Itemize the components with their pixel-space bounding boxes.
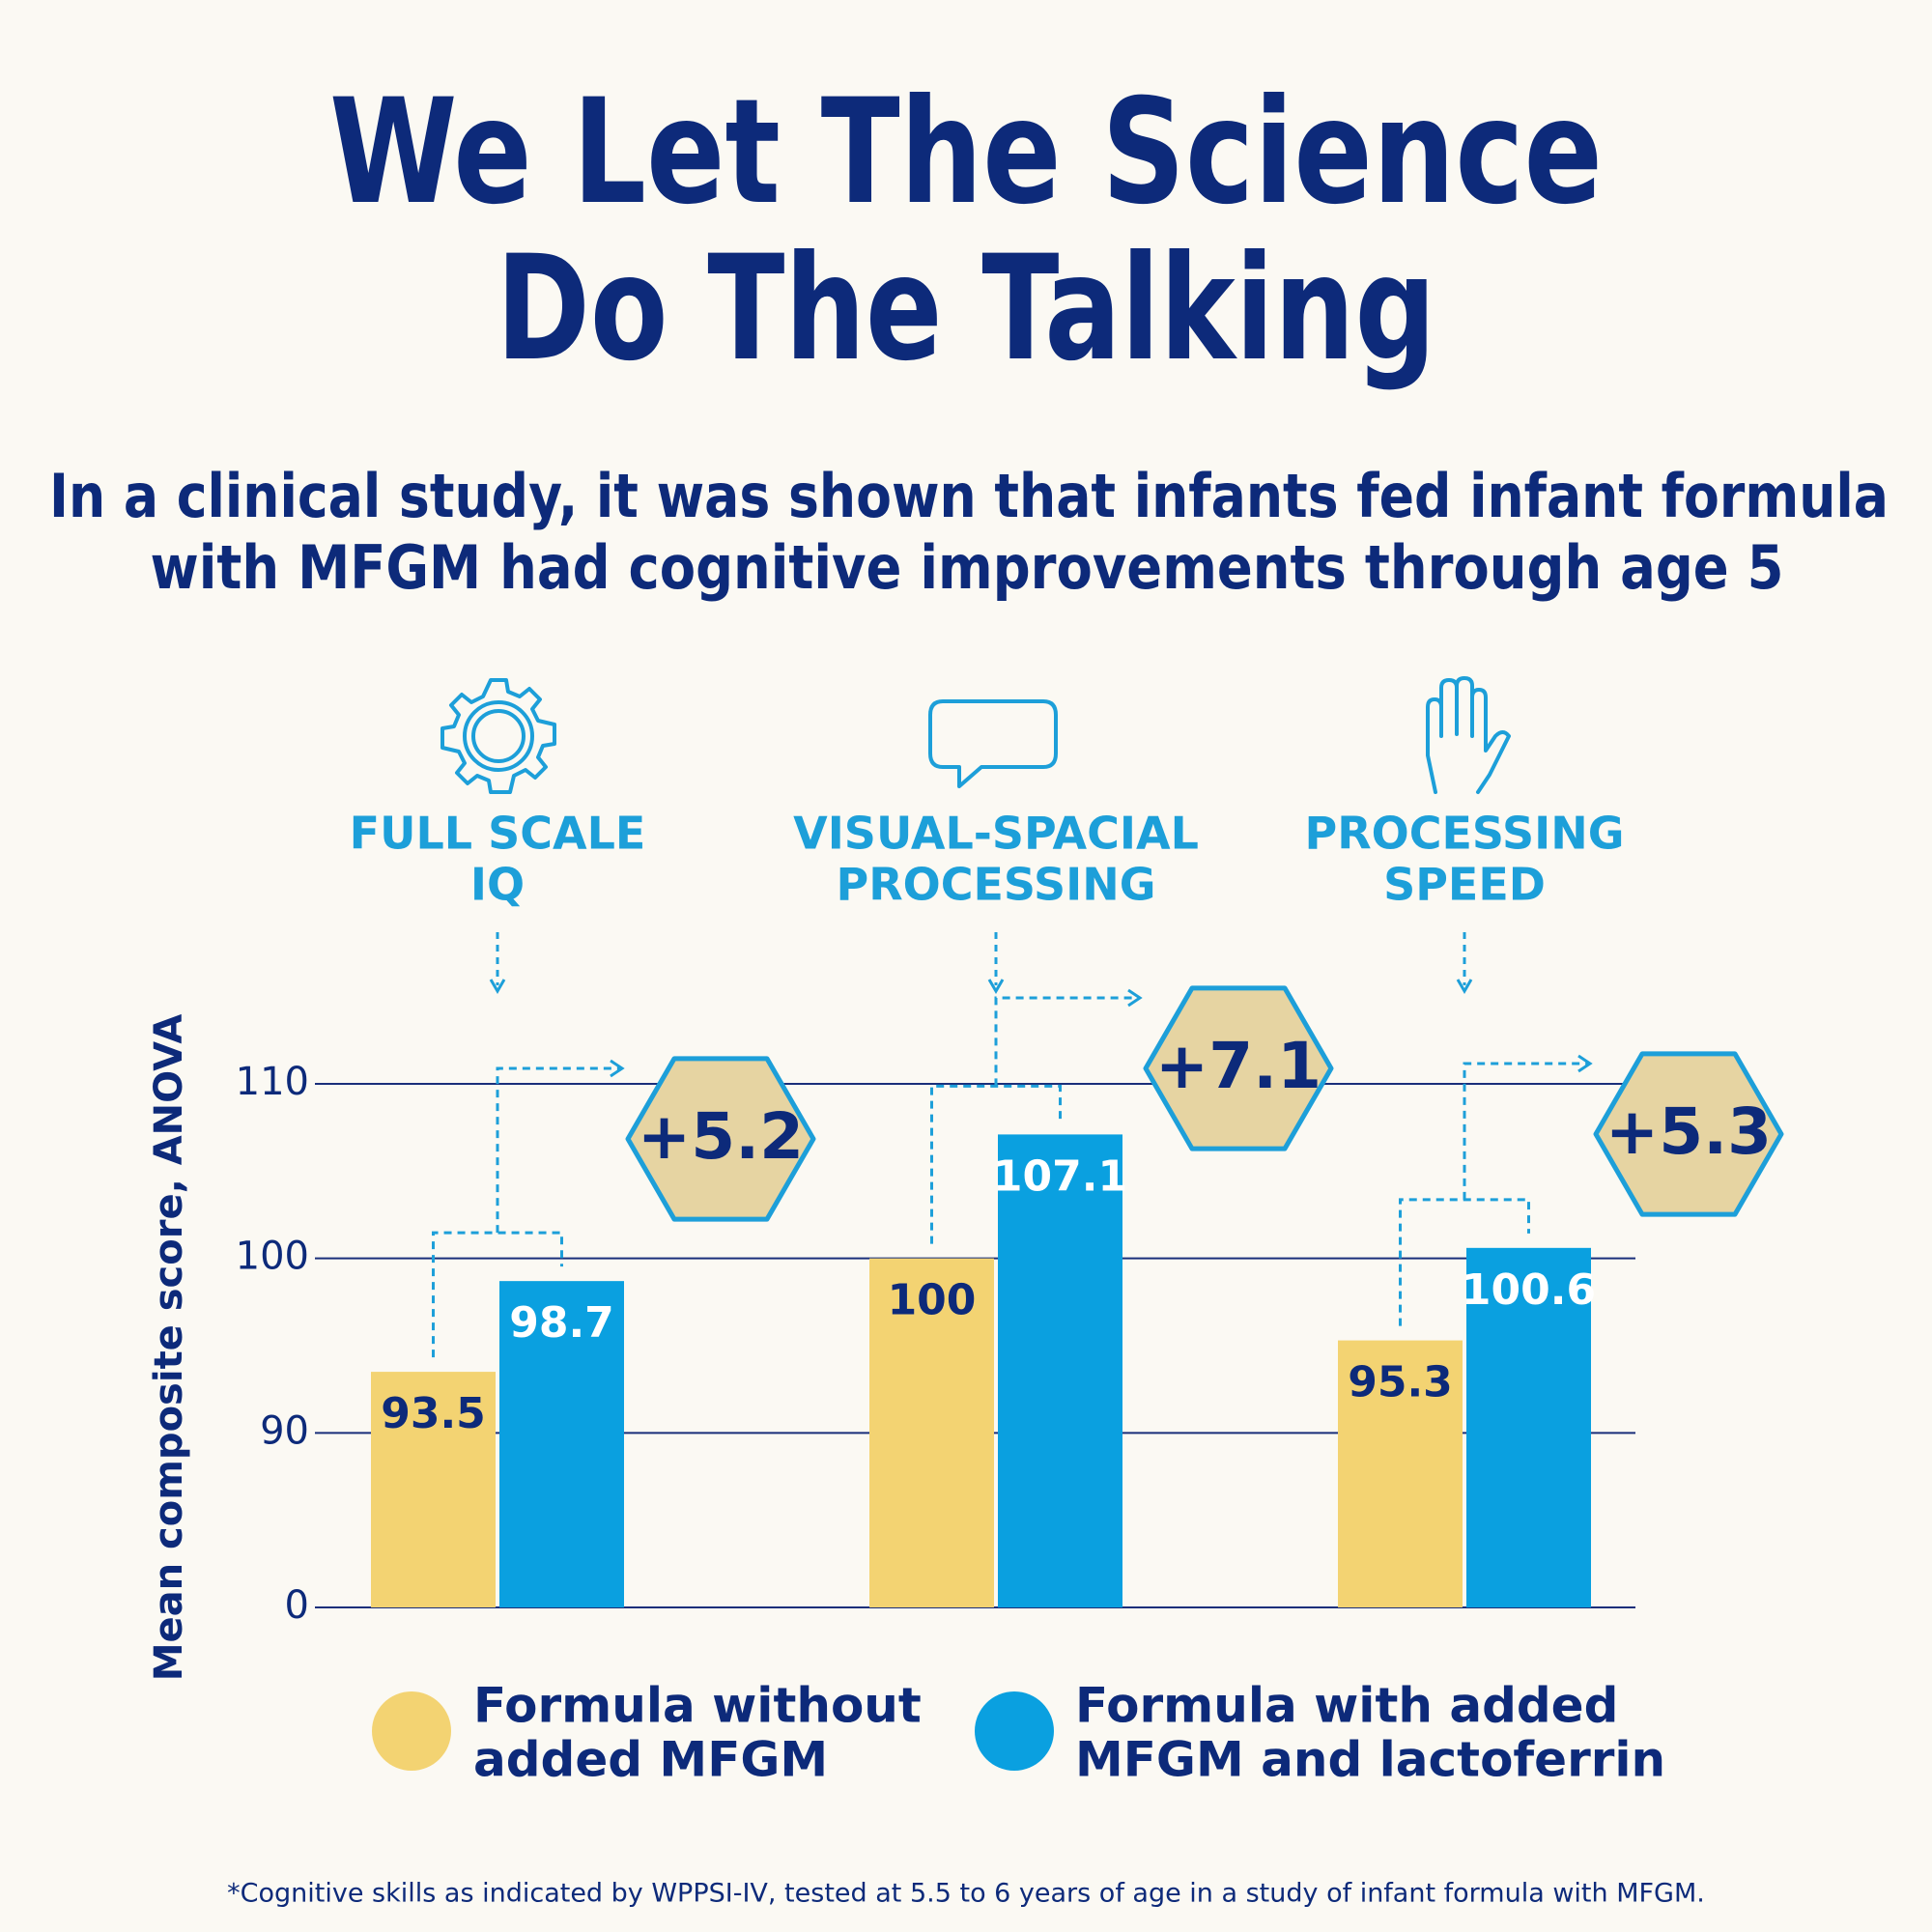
difference-badge bbox=[625, 1056, 816, 1222]
subtitle-line: In a clinical study, it was shown that i… bbox=[49, 461, 1889, 531]
category-label: IQ bbox=[470, 859, 525, 911]
y-tick-label: 0 bbox=[285, 1583, 309, 1628]
gear-icon bbox=[440, 678, 556, 794]
difference-label: +5.3 bbox=[1605, 1094, 1772, 1169]
difference-connector bbox=[496, 1066, 620, 1234]
difference-label: +7.1 bbox=[1155, 1029, 1321, 1103]
category-label: FULL SCALE bbox=[350, 808, 646, 860]
connector-arrowhead bbox=[610, 1059, 625, 1078]
bar bbox=[371, 1372, 496, 1607]
legend-swatch bbox=[975, 1691, 1054, 1771]
value-label: 95.3 bbox=[1348, 1358, 1453, 1407]
legend-label: MFGM and lactoferrin bbox=[1075, 1732, 1665, 1788]
difference-connector bbox=[1463, 1062, 1588, 1200]
pointer-arrowhead bbox=[1456, 979, 1473, 994]
speech-icon bbox=[928, 699, 1058, 788]
bar bbox=[869, 1258, 994, 1607]
y-axis-label: Mean composite score, ANOVA bbox=[147, 1014, 191, 1682]
title-line: Do The Talking bbox=[497, 225, 1436, 393]
hand-icon bbox=[1426, 676, 1511, 794]
footnote: *Cognitive skills as indicated by WPPSI-… bbox=[227, 1879, 1705, 1909]
value-label: 107.1 bbox=[993, 1151, 1127, 1201]
pointer-arrowhead bbox=[489, 979, 506, 994]
y-tick-label: 100 bbox=[236, 1235, 309, 1279]
value-label: 100 bbox=[888, 1276, 977, 1325]
category-label: VISUAL-SPACIAL bbox=[793, 808, 1199, 860]
title-line: We Let The Science bbox=[329, 69, 1603, 237]
y-tick-label: 90 bbox=[260, 1408, 309, 1453]
category-label: PROCESSING bbox=[1305, 808, 1625, 860]
legend-swatch bbox=[372, 1691, 451, 1771]
bar bbox=[1338, 1340, 1463, 1607]
value-label: 100.6 bbox=[1462, 1265, 1596, 1315]
legend-label: Formula with added bbox=[1075, 1678, 1618, 1734]
legend-label: added MFGM bbox=[473, 1732, 828, 1788]
value-label: 93.5 bbox=[381, 1389, 486, 1438]
y-tick-label: 110 bbox=[236, 1060, 309, 1104]
pointer-arrowhead bbox=[987, 979, 1005, 994]
bar bbox=[499, 1281, 624, 1607]
legend-label: Formula without bbox=[473, 1678, 922, 1734]
category-label: PROCESSING bbox=[837, 859, 1156, 911]
bar bbox=[998, 1134, 1122, 1607]
difference-bracket bbox=[1399, 1198, 1530, 1326]
subtitle-line: with MFGM had cognitive improvements thr… bbox=[151, 532, 1784, 603]
bar bbox=[1466, 1247, 1591, 1607]
category-label: SPEED bbox=[1383, 859, 1546, 911]
difference-badge bbox=[1593, 1051, 1784, 1217]
difference-badge bbox=[1143, 985, 1334, 1151]
value-label: 98.7 bbox=[509, 1298, 614, 1348]
difference-label: +5.2 bbox=[638, 1099, 804, 1174]
connector-arrowhead bbox=[1577, 1054, 1593, 1073]
difference-connector bbox=[994, 996, 1138, 1087]
connector-arrowhead bbox=[1127, 988, 1143, 1008]
